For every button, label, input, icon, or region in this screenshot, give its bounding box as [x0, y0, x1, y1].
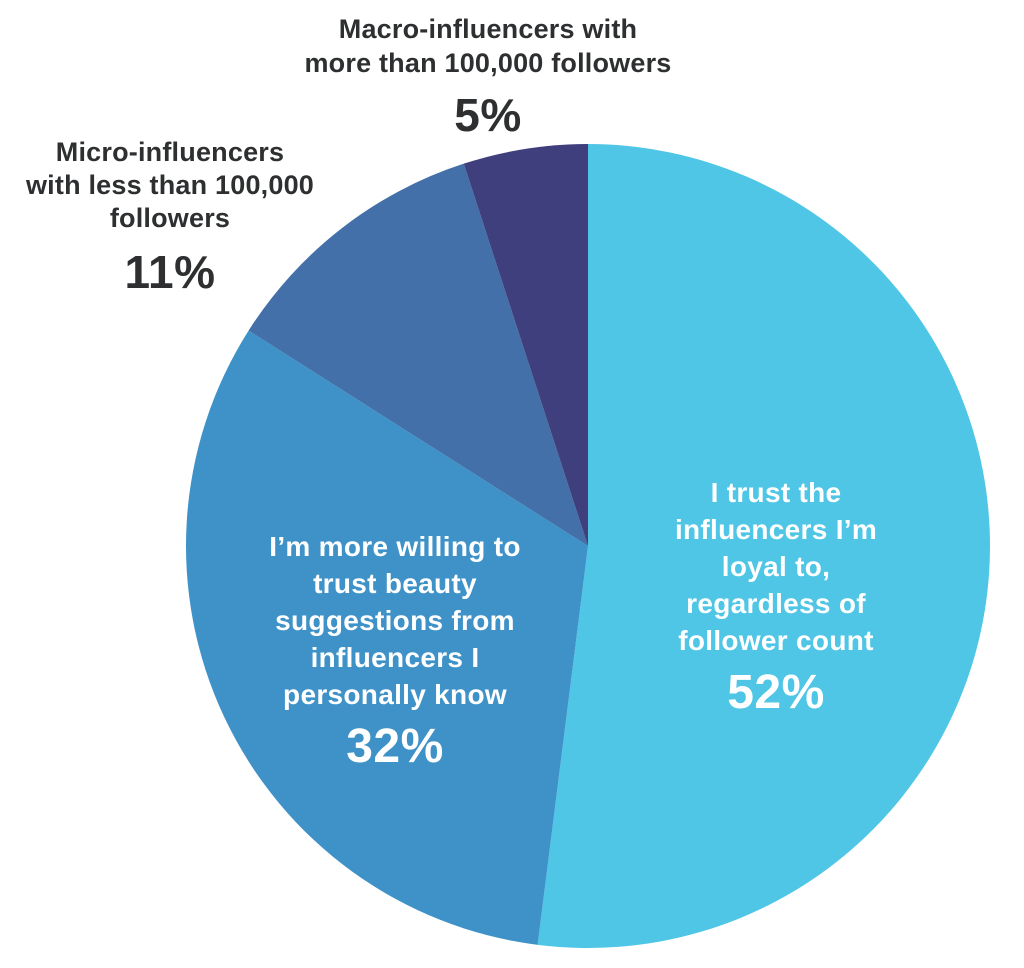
- loyal-slice-percent: 52%: [727, 666, 825, 719]
- micro-slice-label: Micro-influencers with less than 100,000 f…: [8, 136, 332, 297]
- loyal-slice-label-text: I trust the influencers I’m loyal to, regar…: [674, 477, 878, 656]
- pie-slice-loyal: [537, 144, 991, 948]
- micro-slice-percent: 11%: [124, 246, 216, 298]
- personally-know-slice-inner-label: I’m more willing to trust beauty suggestio…: [222, 528, 568, 773]
- macro-slice-percent: 5%: [454, 89, 522, 141]
- pie-slice-macro: [463, 144, 588, 546]
- personally-know-slice-percent: 32%: [346, 720, 444, 773]
- macro-slice-label: Macro-influencers with more than 100,000 …: [258, 12, 718, 140]
- pie-slice-micro: [248, 163, 588, 546]
- pie-slice-personally-know: [186, 330, 588, 945]
- personally-know-slice-label-text: I’m more willing to trust beauty suggestio…: [269, 531, 521, 710]
- micro-slice-label-text: Micro-influencers with less than 100,000 f…: [25, 137, 315, 233]
- macro-slice-label-text: Macro-influencers with more than 100,000 …: [304, 14, 672, 78]
- loyal-slice-inner-label: I trust the influencers I’m loyal to, regar…: [616, 474, 936, 719]
